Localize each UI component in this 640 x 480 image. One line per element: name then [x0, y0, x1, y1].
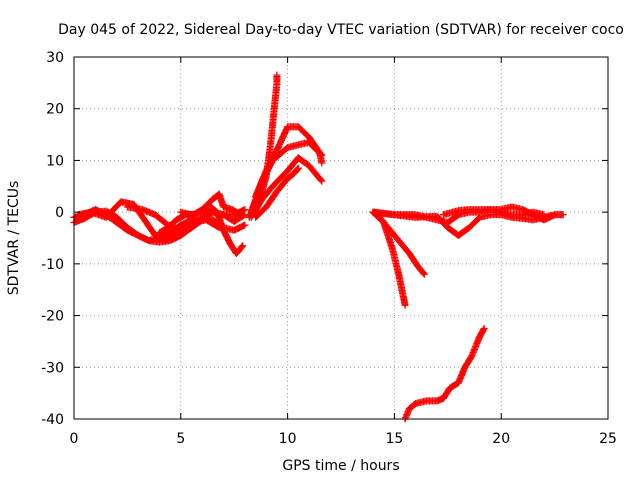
x-tick-label: 0 [70, 431, 79, 447]
y-tick-label: -20 [41, 309, 64, 325]
x-tick-label: 25 [599, 431, 617, 447]
axis-ticks [73, 56, 609, 420]
x-tick-label: 5 [176, 431, 185, 447]
series-arc-13 [373, 211, 428, 278]
y-tick-label: 20 [46, 102, 64, 118]
y-tick-label: 0 [55, 205, 64, 221]
series-arc-12 [369, 208, 409, 309]
x-tick-label: 15 [385, 431, 403, 447]
plot-frame [73, 56, 609, 420]
data-series [70, 71, 567, 423]
x-axis-label: GPS time / hours [282, 458, 399, 474]
y-tick-label: -10 [41, 257, 64, 273]
y-axis-label: SDTVAR / TECUs [6, 181, 22, 296]
chart-title: Day 045 of 2022, Sidereal Day-to-day VTE… [58, 22, 624, 38]
series-arc-16 [439, 205, 548, 219]
x-tick-labels: 0 5 10 15 20 25 [70, 431, 617, 447]
grid [74, 57, 608, 419]
series-arc-17 [401, 324, 488, 423]
series-arc-11 [251, 164, 302, 221]
y-tick-labels: -40 -30 -20 -10 0 10 20 30 [41, 50, 64, 428]
y-tick-label: -30 [41, 360, 64, 376]
y-tick-label: -40 [41, 412, 64, 428]
series-arc-10 [247, 154, 326, 221]
x-tick-label: 20 [492, 431, 510, 447]
y-tick-label: 30 [46, 50, 64, 66]
y-tick-label: 10 [46, 153, 64, 169]
x-tick-label: 10 [279, 431, 297, 447]
series-arc-6 [177, 205, 249, 219]
